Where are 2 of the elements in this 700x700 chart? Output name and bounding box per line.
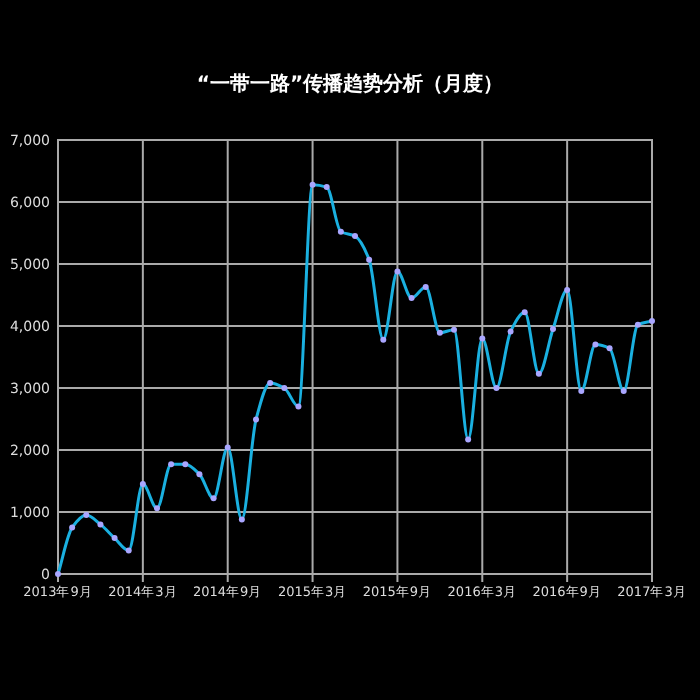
line-series (55, 181, 655, 577)
chart-title: “一带一路”传播趋势分析（月度） (196, 72, 504, 96)
